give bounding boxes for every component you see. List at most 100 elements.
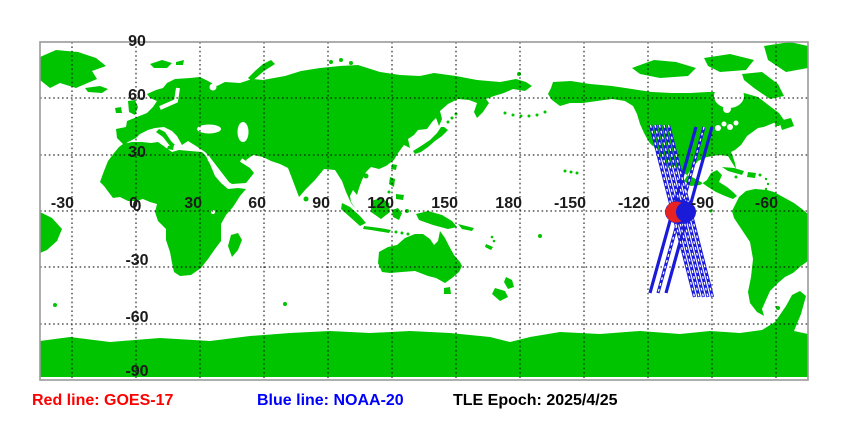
land-antilles-2: [766, 182, 770, 186]
legend: Red line: GOES-17 Blue line: NOAA-20 TLE…: [0, 392, 850, 416]
lat-label: 90: [128, 33, 146, 50]
land-aleutian-4: [527, 114, 531, 118]
james-bay: [723, 105, 731, 113]
legend-goes17-label: Red line: GOES-17: [32, 392, 174, 409]
land-australia: [378, 231, 462, 283]
lat-label: -90: [125, 363, 148, 380]
land-sunda: [400, 231, 404, 235]
lat-label: 60: [128, 87, 146, 104]
land-aleutian-2: [511, 113, 515, 117]
great-lakes-1: [715, 125, 721, 131]
land-taiwan: [391, 164, 397, 170]
land-madagascar: [228, 233, 242, 257]
land-falklands: [776, 306, 780, 310]
legend-tle-epoch: TLE Epoch: 2025/4/25: [453, 392, 618, 409]
land-halmahera: [405, 209, 409, 213]
great-lakes-2: [721, 121, 727, 127]
white-sea: [209, 83, 217, 91]
land-sicily: [167, 145, 174, 150]
land-antilles-3: [764, 187, 768, 191]
land-java: [363, 226, 391, 233]
lon-label: 180: [495, 195, 522, 212]
st-lawrence: [757, 122, 776, 133]
land-baffin: [742, 72, 784, 99]
land-hawaii-3: [575, 171, 579, 175]
lat-label: 30: [128, 144, 146, 161]
land-aleutian: [503, 111, 507, 115]
land-severnaya-3: [349, 61, 353, 65]
land-sulawesi: [392, 208, 402, 220]
lat-label: 0: [133, 198, 142, 215]
land-timor: [406, 232, 410, 236]
land-iceland: [85, 86, 108, 93]
land-svalbard: [150, 60, 172, 68]
land-kuril: [446, 120, 450, 124]
lon-label: 90: [312, 195, 330, 212]
land-japan: [413, 127, 448, 154]
land-aleutian-3: [519, 114, 523, 118]
land-luzon: [389, 177, 395, 187]
lon-label: 30: [184, 195, 202, 212]
land-sumatra: [341, 203, 366, 226]
land-svalbard-2: [176, 60, 184, 65]
great-lakes-4: [733, 120, 739, 126]
land-newfoundland: [779, 118, 794, 130]
land-nz-south: [492, 288, 508, 301]
land-hispaniola: [747, 172, 756, 178]
caspian-sea: [237, 122, 249, 142]
land-ellesmere-corner: [764, 42, 808, 72]
latitude-labels: 90 60 30 0 -30 -60 -90: [125, 33, 148, 380]
land-bali: [394, 230, 398, 234]
great-lakes-3: [727, 124, 733, 130]
land-antarctica: [40, 291, 808, 377]
land-fiji: [538, 234, 542, 238]
lon-label: 0: [129, 195, 138, 212]
land-south-georgia: [53, 303, 57, 307]
land-borneo: [371, 198, 390, 219]
lat-label: -60: [125, 309, 148, 326]
land-brazil-left-edge: [40, 212, 62, 253]
land-greenland: [40, 50, 106, 88]
land-arctic-islands-2: [704, 54, 754, 72]
land-cuba: [722, 167, 744, 175]
land-severnaya-2: [339, 58, 343, 62]
lon-label: -120: [618, 195, 650, 212]
map-frame: [39, 41, 809, 381]
land-italy: [156, 129, 175, 146]
longitude-labels: -30 0 30 60 90 120 150 180 -150 -120 -90…: [51, 195, 778, 212]
land-new-guinea: [416, 211, 457, 229]
land-kerguelen: [283, 302, 287, 306]
lat-label: -30: [125, 252, 148, 269]
lon-label: -30: [51, 195, 74, 212]
lon-label: -150: [554, 195, 586, 212]
lon-label: -60: [755, 195, 778, 212]
land-hawaii-2: [569, 170, 573, 174]
land-mindanao: [396, 194, 404, 200]
water-bodies: [159, 83, 776, 214]
grid-lines: [40, 42, 808, 380]
land-aleutian-6: [543, 110, 547, 114]
red-sea: [207, 157, 231, 187]
land-jamaica: [734, 175, 738, 179]
land-palawan: [387, 190, 391, 194]
land-novaya-zemlya: [248, 60, 275, 81]
land-vanuatu-2: [492, 239, 496, 243]
persian-gulf: [239, 158, 254, 169]
noaa20-ground-tracks: [648, 124, 715, 298]
baltic-sea: [159, 87, 180, 110]
land-hawaii: [563, 169, 567, 173]
land-ireland: [115, 107, 122, 113]
hudson-bay: [714, 84, 744, 108]
black-sea: [197, 124, 221, 134]
land-severnaya: [329, 60, 333, 64]
lon-label: 60: [248, 195, 266, 212]
land-tasmania: [444, 287, 451, 294]
land-puerto-rico: [758, 173, 762, 177]
lon-label: -90: [691, 195, 714, 212]
land-nz-north: [504, 277, 514, 289]
goes17-crescent-bite: [676, 202, 696, 222]
legend-noaa20-label: Blue line: NOAA-20: [257, 392, 404, 409]
land-aleutian-5: [535, 113, 539, 117]
